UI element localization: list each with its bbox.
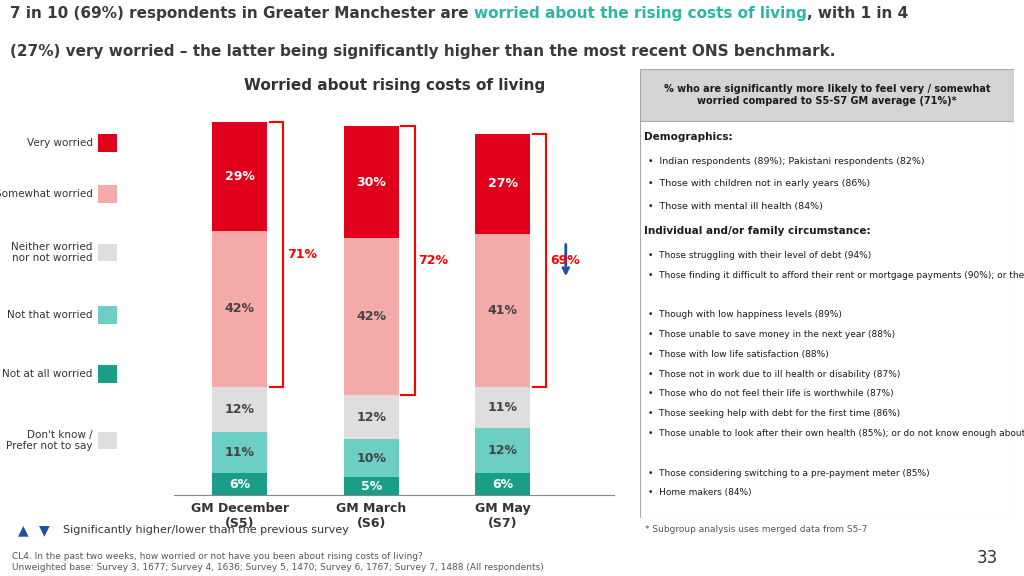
- Bar: [344, 126, 398, 238]
- Bar: [344, 439, 398, 477]
- Text: * Subgroup analysis uses merged data from S5-7: * Subgroup analysis uses merged data fro…: [645, 525, 867, 535]
- Text: •  Though with low happiness levels (89%): • Though with low happiness levels (89%): [648, 310, 842, 319]
- Text: 29%: 29%: [225, 170, 255, 183]
- Text: •  Those with mental ill health (84%): • Those with mental ill health (84%): [648, 202, 823, 211]
- Text: Not that worried: Not that worried: [7, 310, 93, 320]
- Text: Demographics:: Demographics:: [644, 132, 733, 142]
- Bar: [475, 473, 530, 495]
- Text: •  Those struggling with their level of debt (94%): • Those struggling with their level of d…: [648, 251, 871, 260]
- Title: Worried about rising costs of living: Worried about rising costs of living: [244, 78, 545, 93]
- Bar: [97, 244, 117, 262]
- Text: ▲: ▲: [18, 523, 29, 537]
- Text: (27%) very worried – the latter being significantly higher than the most recent : (27%) very worried – the latter being si…: [10, 44, 836, 59]
- Bar: [212, 122, 267, 230]
- Text: Individual and/or family circumstance:: Individual and/or family circumstance:: [644, 226, 871, 236]
- Text: Neither worried
nor not worried: Neither worried nor not worried: [11, 242, 93, 263]
- Text: 11%: 11%: [225, 446, 255, 459]
- Bar: [97, 185, 117, 203]
- Bar: [344, 477, 398, 495]
- Text: worried about the rising costs of living: worried about the rising costs of living: [474, 6, 807, 21]
- Bar: [475, 428, 530, 473]
- Text: 12%: 12%: [225, 403, 255, 416]
- Text: Not at all worried: Not at all worried: [2, 369, 93, 379]
- Text: 6%: 6%: [493, 478, 513, 491]
- Text: 30%: 30%: [356, 176, 386, 188]
- Text: 10%: 10%: [356, 452, 386, 465]
- Bar: [97, 134, 117, 151]
- Bar: [344, 238, 398, 395]
- Text: 42%: 42%: [225, 302, 255, 315]
- Text: 27%: 27%: [487, 177, 518, 191]
- Text: 41%: 41%: [487, 304, 518, 317]
- Bar: [475, 134, 530, 234]
- Text: •  Indian respondents (89%); Pakistani respondents (82%): • Indian respondents (89%); Pakistani re…: [648, 157, 925, 166]
- Text: ▼: ▼: [39, 523, 49, 537]
- Text: , with 1 in 4: , with 1 in 4: [807, 6, 908, 21]
- Bar: [212, 473, 267, 495]
- Bar: [97, 432, 117, 449]
- Bar: [475, 387, 530, 428]
- Bar: [97, 306, 117, 324]
- Bar: [475, 234, 530, 387]
- Bar: [344, 395, 398, 439]
- Text: •  Those with low life satisfaction (88%): • Those with low life satisfaction (88%): [648, 350, 829, 359]
- Text: Significantly higher/lower than the previous survey: Significantly higher/lower than the prev…: [63, 525, 349, 535]
- Text: Very worried: Very worried: [27, 138, 93, 148]
- Text: Somewhat worried: Somewhat worried: [0, 189, 93, 199]
- Text: •  Those considering switching to a pre-payment meter (85%): • Those considering switching to a pre-p…: [648, 468, 930, 478]
- Bar: [212, 230, 267, 387]
- Text: 72%: 72%: [419, 254, 449, 267]
- Text: 7 in 10 (69%) respondents in Greater Manchester are: 7 in 10 (69%) respondents in Greater Man…: [10, 6, 474, 21]
- Text: •  Those unable to look after their own health (85%); or do not know enough abou: • Those unable to look after their own h…: [648, 429, 1024, 438]
- Text: 12%: 12%: [487, 444, 518, 457]
- Text: 42%: 42%: [356, 310, 386, 323]
- Text: 12%: 12%: [356, 411, 386, 423]
- Text: •  Those with children not in early years (86%): • Those with children not in early years…: [648, 179, 870, 188]
- Text: Don't know /
Prefer not to say: Don't know / Prefer not to say: [6, 430, 93, 452]
- Text: •  Those seeking help with debt for the first time (86%): • Those seeking help with debt for the f…: [648, 409, 900, 418]
- Text: •  Those not in work due to ill health or disability (87%): • Those not in work due to ill health or…: [648, 370, 900, 378]
- Text: 5%: 5%: [360, 480, 382, 492]
- Text: 11%: 11%: [487, 401, 518, 414]
- Text: Unweighted base: Survey 3, 1677; Survey 4, 1636; Survey 5, 1470; Survey 6, 1767;: Unweighted base: Survey 3, 1677; Survey …: [12, 563, 544, 573]
- Text: 69%: 69%: [550, 254, 580, 267]
- Text: CL4. In the past two weeks, how worried or not have you been about rising costs : CL4. In the past two weeks, how worried …: [12, 552, 423, 561]
- Bar: [212, 432, 267, 473]
- Text: 71%: 71%: [287, 248, 317, 262]
- Text: •  Those who do not feel their life is worthwhile (87%): • Those who do not feel their life is wo…: [648, 389, 894, 399]
- Bar: [212, 387, 267, 432]
- Bar: [97, 365, 117, 382]
- Bar: [640, 69, 1014, 121]
- Text: 33: 33: [977, 550, 998, 567]
- Text: •  Those unable to save money in the next year (88%): • Those unable to save money in the next…: [648, 330, 895, 339]
- Text: •  Home makers (84%): • Home makers (84%): [648, 488, 752, 497]
- Text: % who are significantly more likely to feel very / somewhat
worried compared to : % who are significantly more likely to f…: [664, 84, 990, 106]
- Text: •  Those finding it difficult to afford their rent or mortgage payments (90%); o: • Those finding it difficult to afford t…: [648, 271, 1024, 280]
- Text: 6%: 6%: [229, 478, 250, 491]
